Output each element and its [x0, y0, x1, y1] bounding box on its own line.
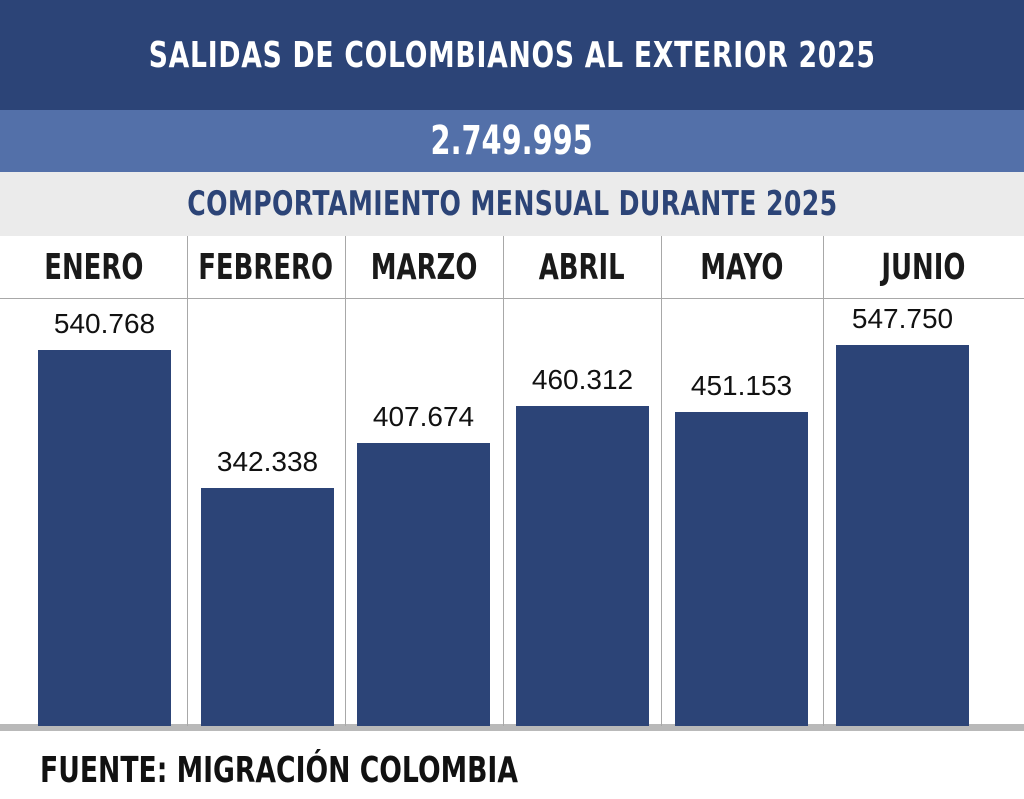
- bar-chart: ENERO 540.768 FEBRERO 342.338 MARZO 407.674 AB…: [0, 236, 1024, 736]
- bar-marzo: [357, 443, 490, 726]
- total-value: 2.749.995: [430, 118, 594, 164]
- source-text: FUENTE: MIGRACIÓN COLOMBIA: [40, 749, 518, 791]
- bar-abril: [516, 406, 649, 726]
- month-label-text: MAYO: [700, 246, 784, 288]
- value-label-febrero: 342.338: [216, 446, 319, 477]
- month-label-mayo: MAYO: [661, 236, 823, 298]
- bar-junio: [836, 345, 969, 726]
- value-label-junio: 547.750: [851, 303, 954, 334]
- month-label-junio: JUNIO: [823, 236, 1024, 298]
- bar-febrero: [201, 488, 334, 726]
- month-label-febrero: FEBRERO: [187, 236, 345, 298]
- source-note: FUENTE: MIGRACIÓN COLOMBIA: [40, 742, 686, 798]
- subtitle-band: COMPORTAMIENTO MENSUAL DURANTE 2025: [0, 172, 1024, 236]
- value-label-abril: 460.312: [531, 364, 634, 395]
- bar-mayo: [675, 412, 808, 726]
- month-label-text: ABRIL: [539, 246, 625, 288]
- column-divider: [345, 236, 346, 726]
- bar-enero: [38, 350, 171, 726]
- value-label-enero: 540.768: [53, 308, 156, 339]
- column-divider: [187, 236, 188, 726]
- month-label-text: MARZO: [370, 246, 478, 288]
- column-divider: [823, 236, 824, 726]
- value-label-mayo: 451.153: [690, 370, 793, 401]
- chart-title: SALIDAS DE COLOMBIANOS AL EXTERIOR 2025: [148, 34, 876, 76]
- value-label-marzo: 407.674: [372, 401, 475, 432]
- title-band: SALIDAS DE COLOMBIANOS AL EXTERIOR 2025: [0, 0, 1024, 110]
- total-band: 2.749.995: [0, 110, 1024, 172]
- month-label-marzo: MARZO: [345, 236, 503, 298]
- month-label-text: JUNIO: [881, 246, 966, 288]
- month-label-text: ENERO: [43, 246, 144, 288]
- chart-subtitle: COMPORTAMIENTO MENSUAL DURANTE 2025: [186, 184, 838, 224]
- column-divider: [503, 236, 504, 726]
- header-divider: [0, 298, 1024, 299]
- month-label-abril: ABRIL: [503, 236, 661, 298]
- month-label-enero: ENERO: [0, 236, 187, 298]
- month-label-text: FEBRERO: [198, 246, 334, 288]
- chart-baseline: [0, 724, 1024, 731]
- column-divider: [661, 236, 662, 726]
